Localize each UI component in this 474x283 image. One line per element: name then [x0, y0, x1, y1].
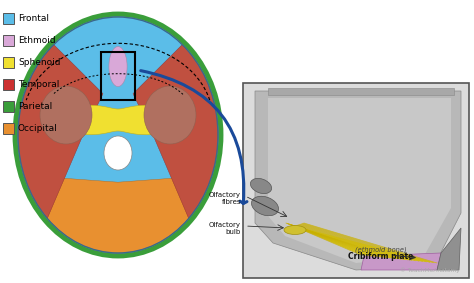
Polygon shape [255, 91, 461, 270]
Ellipse shape [40, 86, 92, 144]
Bar [3, 35, 14, 46]
Polygon shape [24, 175, 212, 253]
Polygon shape [56, 105, 180, 135]
Text: Olfactory
bulb: Olfactory bulb [209, 222, 241, 235]
Ellipse shape [250, 178, 272, 194]
Bar [3, 79, 14, 90]
Polygon shape [268, 98, 451, 263]
Text: Frontal: Frontal [18, 14, 49, 23]
Bar [3, 123, 14, 134]
Polygon shape [361, 253, 441, 270]
Text: Temporal: Temporal [18, 80, 59, 89]
Polygon shape [437, 228, 461, 270]
Polygon shape [109, 47, 127, 87]
Bar [3, 13, 14, 24]
Ellipse shape [144, 86, 196, 144]
Bar [3, 101, 14, 112]
Bar [3, 57, 14, 68]
Polygon shape [18, 45, 103, 218]
Polygon shape [295, 226, 437, 263]
Ellipse shape [18, 17, 218, 253]
Ellipse shape [18, 17, 218, 253]
Text: (ethmoid bone): (ethmoid bone) [355, 246, 407, 253]
Text: Sphenoid: Sphenoid [18, 58, 61, 67]
Ellipse shape [16, 15, 220, 255]
Ellipse shape [252, 196, 279, 216]
Ellipse shape [284, 226, 306, 235]
Bar [101, 52, 135, 100]
Ellipse shape [104, 136, 132, 170]
Text: Parietal: Parietal [18, 102, 52, 111]
Text: Olfactory
fibres: Olfactory fibres [209, 192, 241, 205]
Polygon shape [268, 88, 454, 95]
Text: © TeachMeAnatomy: © TeachMeAnatomy [400, 267, 460, 273]
Polygon shape [133, 45, 218, 218]
Text: Ethmoid: Ethmoid [18, 36, 55, 45]
Text: Cribiform plate: Cribiform plate [348, 252, 414, 261]
Text: Occipital: Occipital [18, 124, 58, 133]
Bar [243, 83, 469, 278]
